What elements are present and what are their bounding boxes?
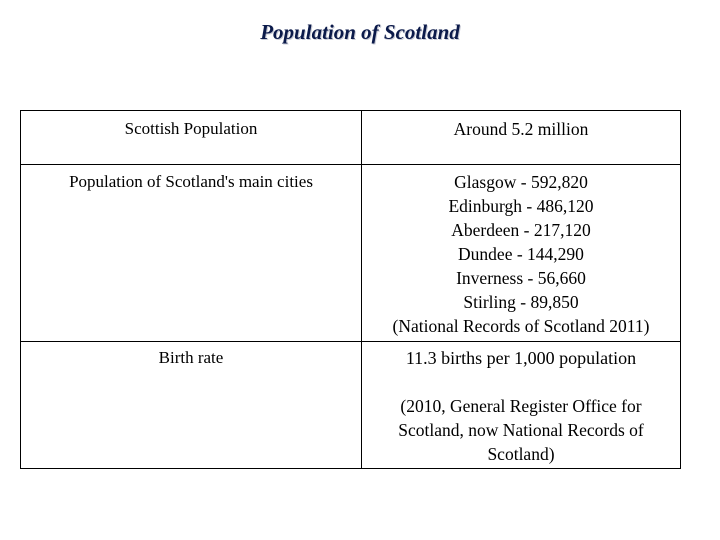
row-label: Birth rate: [158, 348, 224, 367]
city-population-stirling: Stirling - 89,850: [463, 292, 579, 312]
page-title: Population of Scotland: [260, 20, 460, 44]
birth-rate-value: 11.3 births per 1,000 population: [405, 348, 637, 368]
row-label-cell: Birth rate: [21, 342, 362, 468]
city-population-edinburgh: Edinburgh - 486,120: [448, 196, 594, 216]
row-label: Scottish Population: [124, 119, 258, 138]
row-value-cell: 11.3 births per 1,000 population (2010, …: [362, 342, 680, 468]
city-population-inverness: Inverness - 56,660: [456, 268, 586, 288]
population-table: Scottish Population Around 5.2 million P…: [20, 110, 681, 469]
table-row: Scottish Population Around 5.2 million: [21, 111, 680, 164]
row-label-cell: Population of Scotland's main cities: [21, 165, 362, 341]
city-population-aberdeen: Aberdeen - 217,120: [451, 220, 591, 240]
city-population-glasgow: Glasgow - 592,820: [454, 172, 588, 192]
row-label-cell: Scottish Population: [21, 111, 362, 164]
source-note: (National Records of Scotland 2011): [392, 316, 650, 336]
source-note-line: Scotland, now National Records of: [398, 420, 644, 440]
row-value-cell: Glasgow - 592,820 Edinburgh - 486,120 Ab…: [362, 165, 680, 341]
source-note-block: (2010, General Register Office for Scotl…: [362, 394, 680, 466]
table-row: Birth rate 11.3 births per 1,000 populat…: [21, 341, 680, 468]
row-value-cell: Around 5.2 million: [362, 111, 680, 164]
population-total: Around 5.2 million: [453, 119, 589, 139]
city-population-dundee: Dundee - 144,290: [458, 244, 584, 264]
row-label: Population of Scotland's main cities: [69, 172, 313, 191]
table-row: Population of Scotland's main cities Gla…: [21, 164, 680, 341]
source-note-line: Scotland): [487, 444, 555, 464]
source-note-line: (2010, General Register Office for: [400, 396, 642, 416]
